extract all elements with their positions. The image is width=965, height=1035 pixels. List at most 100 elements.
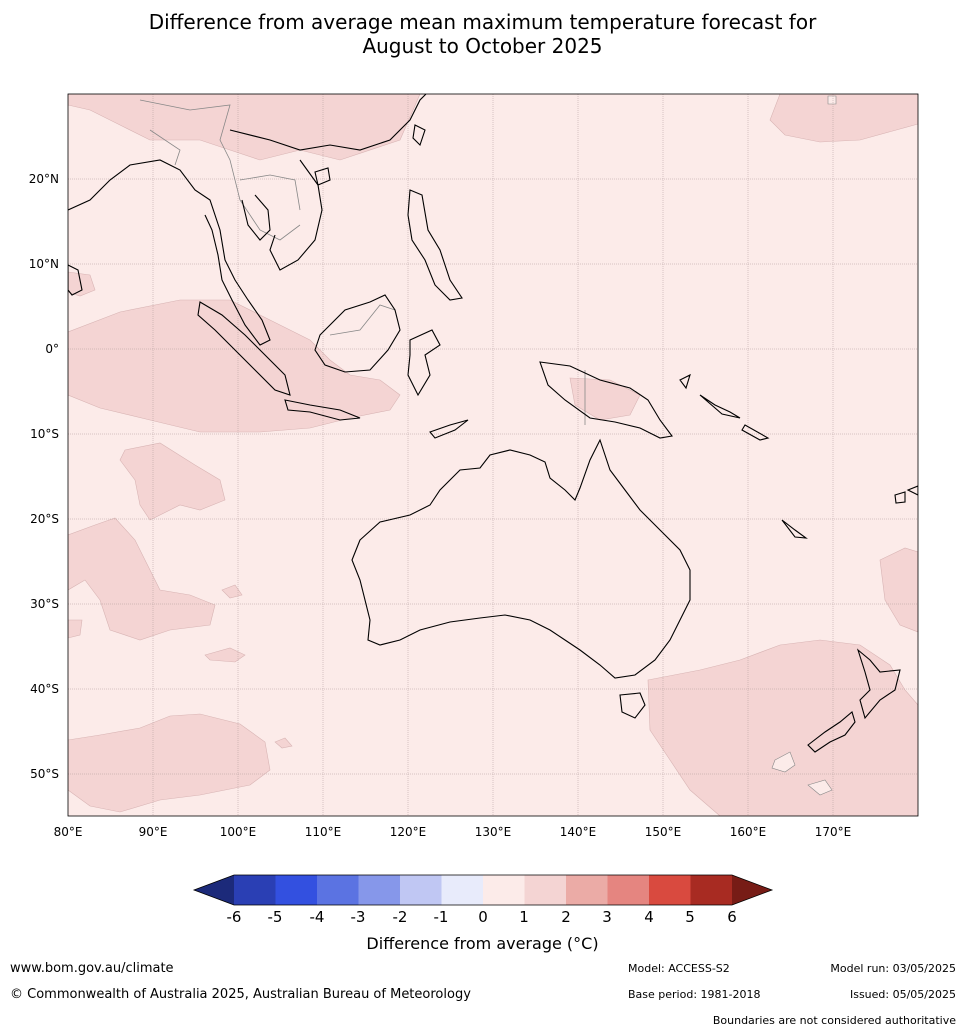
colorbar-swatch — [358, 875, 401, 905]
colorbar-tick-10: 3 — [602, 908, 612, 926]
timor — [429, 419, 469, 439]
map-frame — [67, 93, 919, 817]
colorbar-extend-min — [194, 875, 234, 905]
colorbar-extend-max — [732, 875, 772, 905]
colorbar-swatch — [690, 875, 733, 905]
colorbar-tick-2: -5 — [268, 908, 283, 926]
anomaly-region-ocean-3 — [221, 584, 243, 599]
lat-label-20s: 20°S — [30, 512, 59, 526]
sulawesi-outline — [407, 329, 441, 397]
anomaly-region-ocean-5 — [68, 619, 83, 639]
lat-label-10s: 10°S — [30, 427, 59, 441]
taiwan — [412, 124, 426, 147]
title-line-2: August to October 2025 — [362, 34, 603, 58]
australia-outline — [351, 438, 691, 679]
colorbar-swatch — [524, 875, 567, 905]
colorbar-tick-7: 0 — [478, 908, 488, 926]
lon-label-130e: 130°E — [475, 825, 512, 839]
vietnam-coast — [269, 159, 323, 271]
anomaly-region-north-pacific — [769, 94, 918, 143]
philippines-outline — [407, 189, 463, 301]
anomaly-region-southwest — [68, 713, 271, 813]
colorbar-tick-13: 6 — [727, 908, 737, 926]
anomaly-region-ocean-1 — [119, 442, 226, 521]
disclaimer-text: Boundaries are not considered authoritat… — [712, 1014, 956, 1027]
colorbar-swatch — [483, 875, 525, 905]
lon-label-110e: 110°E — [305, 825, 342, 839]
colorbar-tick-11: 4 — [644, 908, 654, 926]
colorbar-swatch — [649, 875, 691, 905]
lat-label-20n: 20°N — [29, 172, 59, 186]
new-caledonia — [781, 519, 808, 539]
anomaly-region-indian-ocean-band — [68, 299, 401, 433]
anomaly-region-new-guinea — [569, 377, 641, 421]
solomons — [741, 424, 770, 441]
anomaly-regions — [68, 94, 918, 816]
lat-label-40s: 40°S — [30, 682, 59, 696]
sri-lanka-area — [68, 264, 83, 296]
borders — [139, 99, 586, 425]
fiji — [894, 485, 918, 504]
lat-label-50s: 50°S — [30, 767, 59, 781]
model-run-text: Model run: 03/05/2025 — [830, 962, 956, 975]
indochina-coast — [229, 94, 427, 151]
nz-south-island — [807, 711, 856, 753]
mainland-sea-outline — [68, 159, 271, 346]
java-outline — [284, 399, 361, 421]
tasmania-outline — [619, 692, 646, 719]
gridlines — [68, 94, 918, 816]
nz-north-island — [856, 648, 901, 720]
anomaly-region-ocean-2 — [68, 517, 216, 641]
colorbar-swatch — [566, 875, 608, 905]
bismarck — [679, 373, 741, 419]
hainan — [314, 167, 331, 186]
lon-label-160e: 160°E — [730, 825, 767, 839]
colorbar-swatch — [441, 875, 484, 905]
colorbar-tick-1: -6 — [227, 908, 242, 926]
colorbar-tick-3: -4 — [310, 908, 325, 926]
borneo-outline — [314, 294, 401, 373]
lon-label-150e: 150°E — [645, 825, 682, 839]
map-title: Difference from average mean maximum tem… — [0, 10, 965, 58]
lon-label-140e: 140°E — [560, 825, 597, 839]
colorbar-outline — [192, 874, 774, 906]
lon-label-90e: 90°E — [139, 825, 168, 839]
anomaly-region-tasman — [647, 639, 918, 816]
lon-label-80e: 80°E — [54, 825, 83, 839]
gulf-thailand-coast — [241, 194, 271, 241]
colorbar-swatch — [317, 875, 359, 905]
lon-labels: 80°E 90°E 100°E 110°E 120°E 130°E 140°E … — [54, 825, 852, 839]
anomaly-region-west-edge — [68, 271, 96, 297]
lat-label-0: 0° — [45, 342, 59, 356]
colorbar-label: Difference from average (°C) — [366, 934, 599, 953]
lat-label-10n: 10°N — [29, 257, 59, 271]
website-text: www.bom.gov.au/climate — [10, 961, 174, 976]
title-line-1: Difference from average mean maximum tem… — [148, 10, 817, 34]
colorbar-swatch — [607, 875, 650, 905]
colorbar-swatch — [400, 875, 442, 905]
copyright-text: © Commonwealth of Australia 2025, Austra… — [10, 987, 471, 1002]
base-period-text: Base period: 1981-2018 — [628, 988, 761, 1001]
coastlines — [68, 94, 918, 753]
colorbar-swatch — [275, 875, 318, 905]
inner-islands — [771, 95, 837, 796]
sumatra-outline — [197, 301, 291, 396]
new-guinea-outline — [539, 361, 673, 439]
colorbar-tick-4: -3 — [351, 908, 366, 926]
colorbar-tick-12: 5 — [685, 908, 695, 926]
anomaly-region-east-pacific — [879, 547, 918, 633]
colorbar-tick-9: 2 — [561, 908, 571, 926]
anomaly-region-asia — [68, 94, 421, 161]
lat-labels: 20°N 10°N 0° 10°S 20°S 30°S 40°S 50°S — [29, 172, 59, 781]
lon-label-170e: 170°E — [815, 825, 852, 839]
issued-text: Issued: 05/05/2025 — [849, 988, 956, 1001]
anomaly-region-ocean-6 — [274, 737, 293, 749]
colorbar-tick-8: 1 — [519, 908, 529, 926]
anomaly-region-ocean-4 — [204, 647, 246, 663]
colorbar-ticks: -6 -5 -4 -3 -2 -1 0 1 2 3 4 5 6 — [227, 908, 737, 926]
colorbar — [192, 874, 774, 906]
lon-label-100e: 100°E — [220, 825, 257, 839]
colorbar-swatch — [234, 875, 276, 905]
model-text: Model: ACCESS-S2 — [628, 962, 730, 975]
